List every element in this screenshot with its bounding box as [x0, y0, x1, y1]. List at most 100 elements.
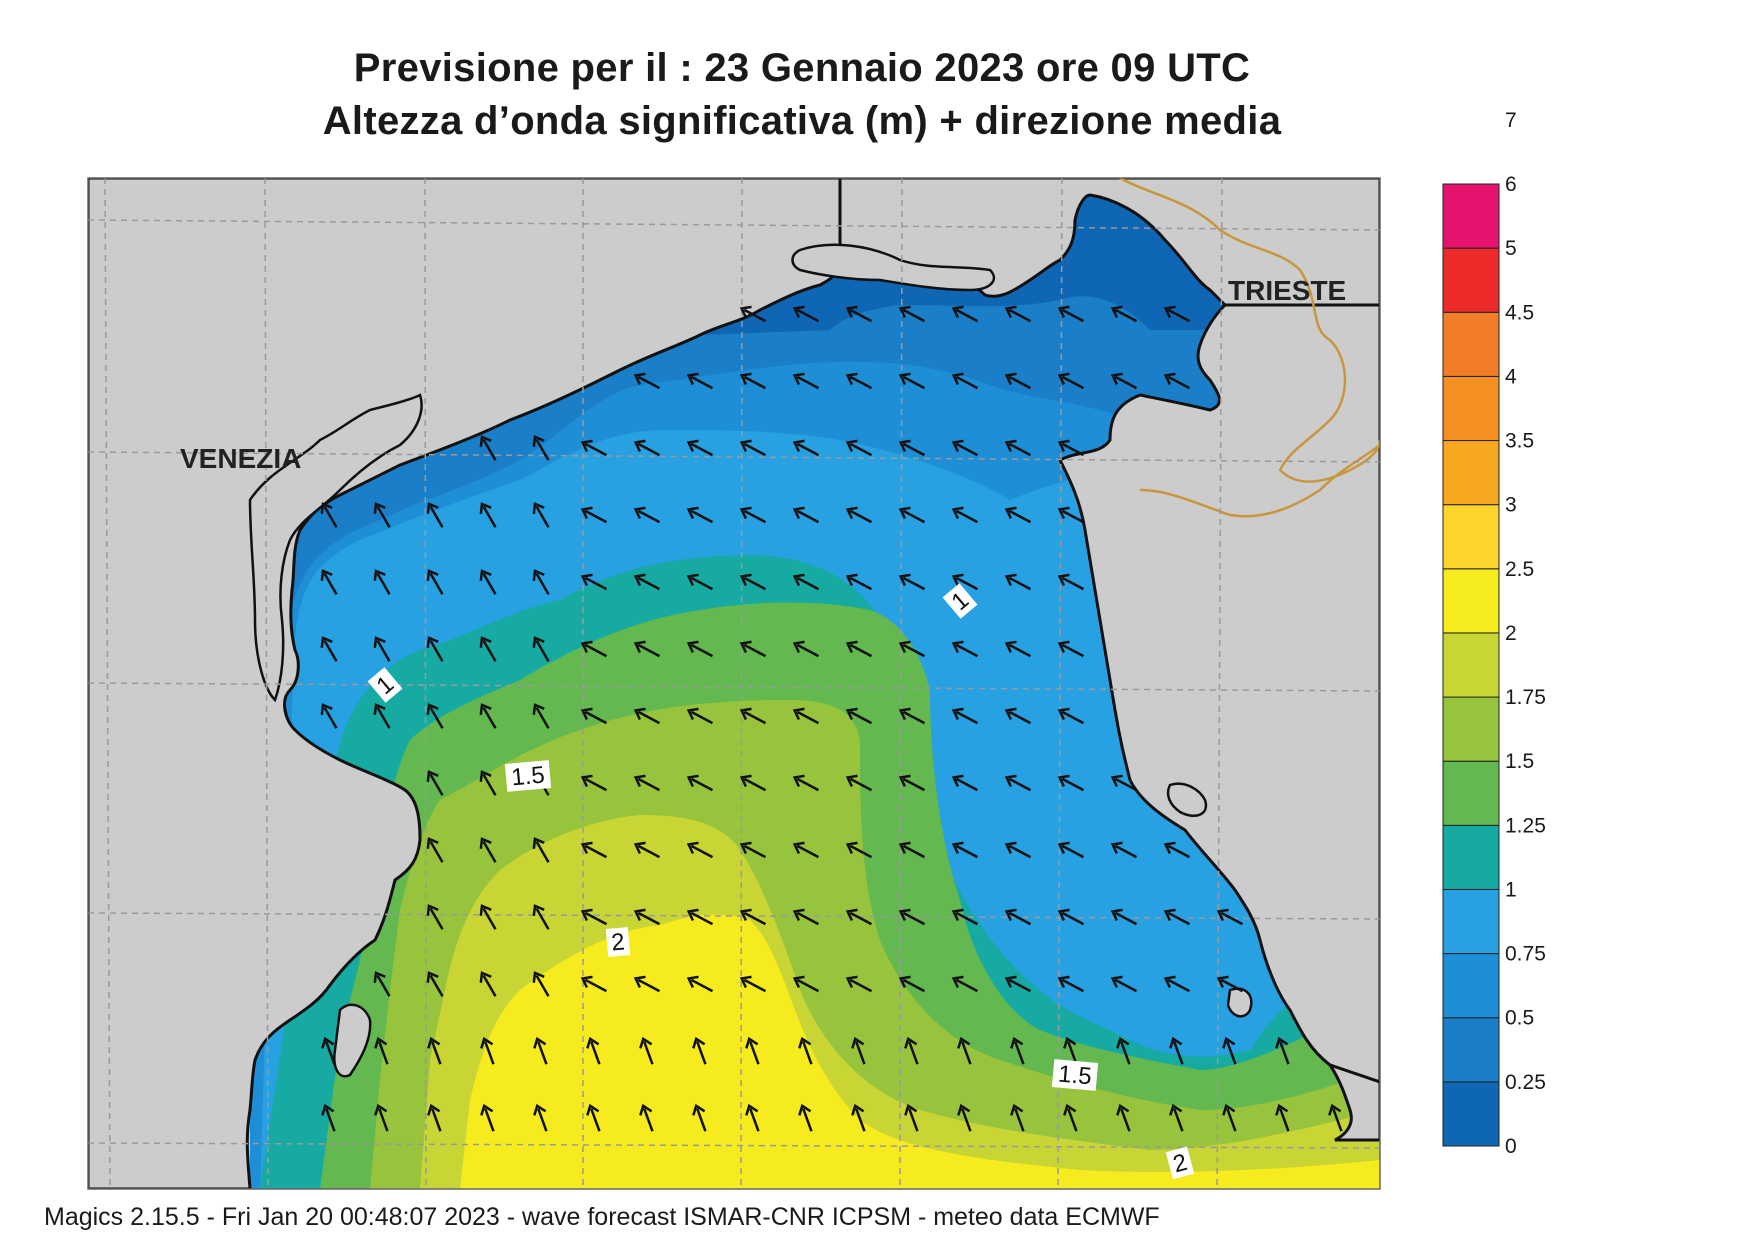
contour-label-group-e: 2 [605, 927, 631, 957]
direction-arrow [532, 904, 550, 930]
direction-arrow [898, 774, 926, 792]
direction-arrow [845, 305, 873, 323]
direction-arrow [1057, 640, 1085, 658]
city-label-trieste: TRIESTE [1228, 275, 1346, 306]
direction-arrow [580, 908, 608, 926]
direction-arrow [792, 305, 820, 323]
direction-arrow [851, 1036, 866, 1065]
direction-arrow [792, 841, 820, 859]
direction-arrow [951, 707, 979, 725]
map-area: VENEZIA TRIESTE 1 1 1.5 1.5 2 2 [88, 178, 1380, 1189]
direction-arrow [1063, 1036, 1078, 1065]
direction-arrow [739, 305, 767, 323]
color-bar-level-label: 1.25 [1505, 814, 1546, 837]
direction-arrow [532, 435, 550, 461]
direction-arrow [792, 975, 820, 993]
direction-arrow [1004, 975, 1032, 993]
direction-arrow [580, 774, 608, 792]
direction-arrow [532, 837, 550, 863]
direction-arrow [686, 573, 714, 591]
direction-arrow [745, 1103, 760, 1132]
direction-arrow [532, 703, 550, 729]
direction-arrow [1057, 774, 1085, 792]
color-bar-segment [1442, 1017, 1500, 1083]
direction-arrow [845, 908, 873, 926]
direction-arrow [739, 975, 767, 993]
direction-arrow [845, 640, 873, 658]
direction-arrow [426, 904, 444, 930]
color-bar-segment [1442, 632, 1500, 698]
color-bar-level-label: 3 [1505, 494, 1517, 517]
footer-credits: Magics 2.15.5 - Fri Jan 20 00:48:07 2023… [44, 1203, 1160, 1231]
direction-arrow [792, 506, 820, 524]
direction-arrow [686, 975, 714, 993]
direction-arrow [792, 372, 820, 390]
direction-arrow [739, 707, 767, 725]
direction-arrow [686, 774, 714, 792]
color-bar-level-label: 1.75 [1505, 686, 1546, 709]
color-bar-level-label: 0.75 [1505, 943, 1546, 966]
direction-arrow [1004, 506, 1032, 524]
direction-arrow [1057, 841, 1085, 859]
direction-arrow [898, 640, 926, 658]
direction-arrow [851, 1103, 866, 1132]
color-bar-level-label: 0.25 [1505, 1071, 1546, 1094]
direction-arrow [686, 908, 714, 926]
direction-arrow [426, 971, 444, 997]
direction-arrow [1116, 1036, 1131, 1065]
color-bar-segment [1442, 760, 1500, 826]
direction-arrow [633, 372, 661, 390]
direction-arrow [1004, 841, 1032, 859]
direction-arrow [898, 975, 926, 993]
color-bar-segment [1442, 311, 1500, 377]
land-southeast-peninsula [1326, 1062, 1380, 1142]
direction-arrow [745, 1036, 760, 1065]
direction-arrow [904, 1103, 919, 1132]
color-bar-segment [1442, 375, 1500, 442]
direction-arrow [951, 372, 979, 390]
direction-arrow [320, 703, 338, 729]
color-bar-segment [1442, 696, 1500, 762]
direction-arrow [633, 439, 661, 457]
direction-arrow [532, 636, 550, 662]
color-bar: 0 0.25 0.5 0.75 1 1.25 1.5 1.75 2 2.5 3 3.5 4 4.5 5 6 7 [1442, 109, 1546, 1158]
direction-arrow [1110, 774, 1138, 792]
direction-arrow [1275, 1103, 1290, 1132]
color-bar-segment [1442, 888, 1500, 955]
direction-arrow [1063, 1103, 1078, 1132]
direction-arrow [845, 506, 873, 524]
direction-arrow [792, 908, 820, 926]
color-bar-segment [1442, 953, 1500, 1019]
color-bar-level-label: 6 [1505, 173, 1517, 196]
direction-arrow [633, 908, 661, 926]
direction-arrow [373, 703, 391, 729]
direction-arrow [586, 1036, 601, 1065]
city-label-venezia: VENEZIA [180, 443, 301, 474]
direction-arrow [951, 573, 979, 591]
land-east-coast [1057, 303, 1380, 1084]
direction-arrow [479, 502, 497, 528]
direction-arrow [633, 707, 661, 725]
direction-arrow [426, 502, 444, 528]
direction-arrow [532, 502, 550, 528]
direction-arrow [479, 569, 497, 595]
direction-arrow [1004, 640, 1032, 658]
direction-arrow [479, 770, 497, 796]
direction-arrow [1004, 908, 1032, 926]
direction-arrow [898, 372, 926, 390]
direction-arrow [639, 1036, 654, 1065]
direction-arrow [739, 573, 767, 591]
direction-arrow [479, 703, 497, 729]
direction-arrow [321, 1103, 336, 1132]
direction-arrow [426, 703, 444, 729]
direction-arrow [739, 372, 767, 390]
direction-arrow [1057, 372, 1085, 390]
map-frame [87, 177, 1381, 1190]
direction-arrow [792, 707, 820, 725]
direction-arrow [426, 569, 444, 595]
direction-arrow [1163, 305, 1191, 323]
direction-arrow [739, 506, 767, 524]
direction-arrow [1004, 305, 1032, 323]
direction-arrow [686, 439, 714, 457]
